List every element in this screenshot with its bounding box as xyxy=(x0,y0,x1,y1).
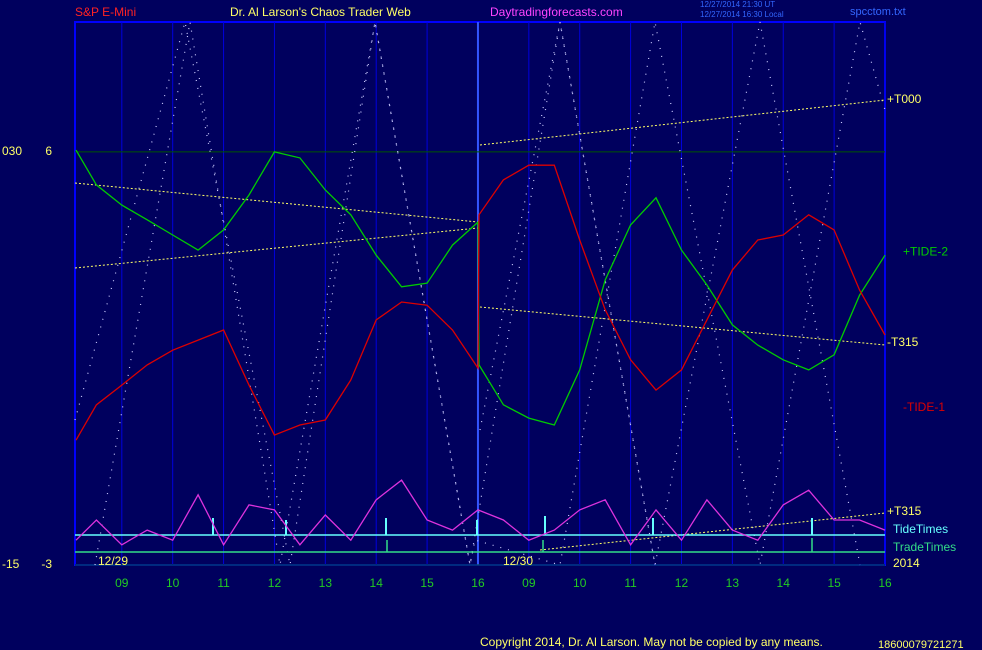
annotation: +T000 xyxy=(887,92,922,106)
y2-tick-label: -15 xyxy=(2,557,20,571)
timestamp: 12/27/2014 16:30 Local xyxy=(700,10,784,19)
x-tick-label: 13 xyxy=(726,576,740,590)
trend-line xyxy=(539,512,886,551)
series-label: +TIDE-2 xyxy=(903,244,948,258)
y-tick-label: 6 xyxy=(45,144,52,158)
x-tick-label: 12 xyxy=(675,576,689,590)
y-tick-label: -3 xyxy=(41,557,52,571)
cycle-lines xyxy=(74,21,886,566)
x-tick-label: 10 xyxy=(573,576,587,590)
trend-line xyxy=(74,227,479,269)
annotation: -T315 xyxy=(887,335,919,349)
serial: 18600079721271 xyxy=(878,639,964,650)
x-tick-label: 15 xyxy=(827,576,841,590)
x-tick-label: 13 xyxy=(319,576,333,590)
trend-line xyxy=(74,182,479,223)
y2-tick-label: 030 xyxy=(2,144,22,158)
x-tick-label: 16 xyxy=(878,576,892,590)
grid xyxy=(75,22,886,566)
instrument: S&P E-Mini xyxy=(75,5,136,19)
x-tick-label: 15 xyxy=(420,576,434,590)
trade-spikes xyxy=(386,538,813,552)
series-line xyxy=(75,164,886,441)
date-label: 12/30 xyxy=(503,554,533,568)
x-tick-label: 09 xyxy=(115,576,129,590)
chart-title: Dr. Al Larson's Chaos Trader Web xyxy=(230,5,411,19)
date-label: 12/29 xyxy=(98,554,128,568)
annotation: TideTimes xyxy=(893,522,948,536)
series-line xyxy=(75,479,886,547)
x-tick-label: 10 xyxy=(166,576,180,590)
x-tick-label: 14 xyxy=(777,576,791,590)
series-group xyxy=(75,149,886,547)
site: Daytradingforecasts.com xyxy=(490,5,623,19)
x-tick-label: 11 xyxy=(217,576,230,590)
trend-lines xyxy=(74,99,886,551)
annotation: TradeTimes xyxy=(893,540,956,554)
cycle-line xyxy=(479,21,861,566)
x-tick-label: 12 xyxy=(268,576,282,590)
x-tick-label: 16 xyxy=(471,576,485,590)
timestamp: 12/27/2014 21:30 UT xyxy=(700,0,775,9)
tide-spikes xyxy=(212,516,813,535)
annotation: +T315 xyxy=(887,504,922,518)
series-label: -TIDE-1 xyxy=(903,400,945,414)
x-tick-label: 14 xyxy=(370,576,384,590)
file-name: spcctom.txt xyxy=(850,6,906,18)
footer: Copyright 2014, Dr. Al Larson. May not b… xyxy=(480,635,823,649)
x-tick-label: 11 xyxy=(624,576,637,590)
x-tick-label: 09 xyxy=(522,576,536,590)
annotation: 2014 xyxy=(893,556,920,570)
